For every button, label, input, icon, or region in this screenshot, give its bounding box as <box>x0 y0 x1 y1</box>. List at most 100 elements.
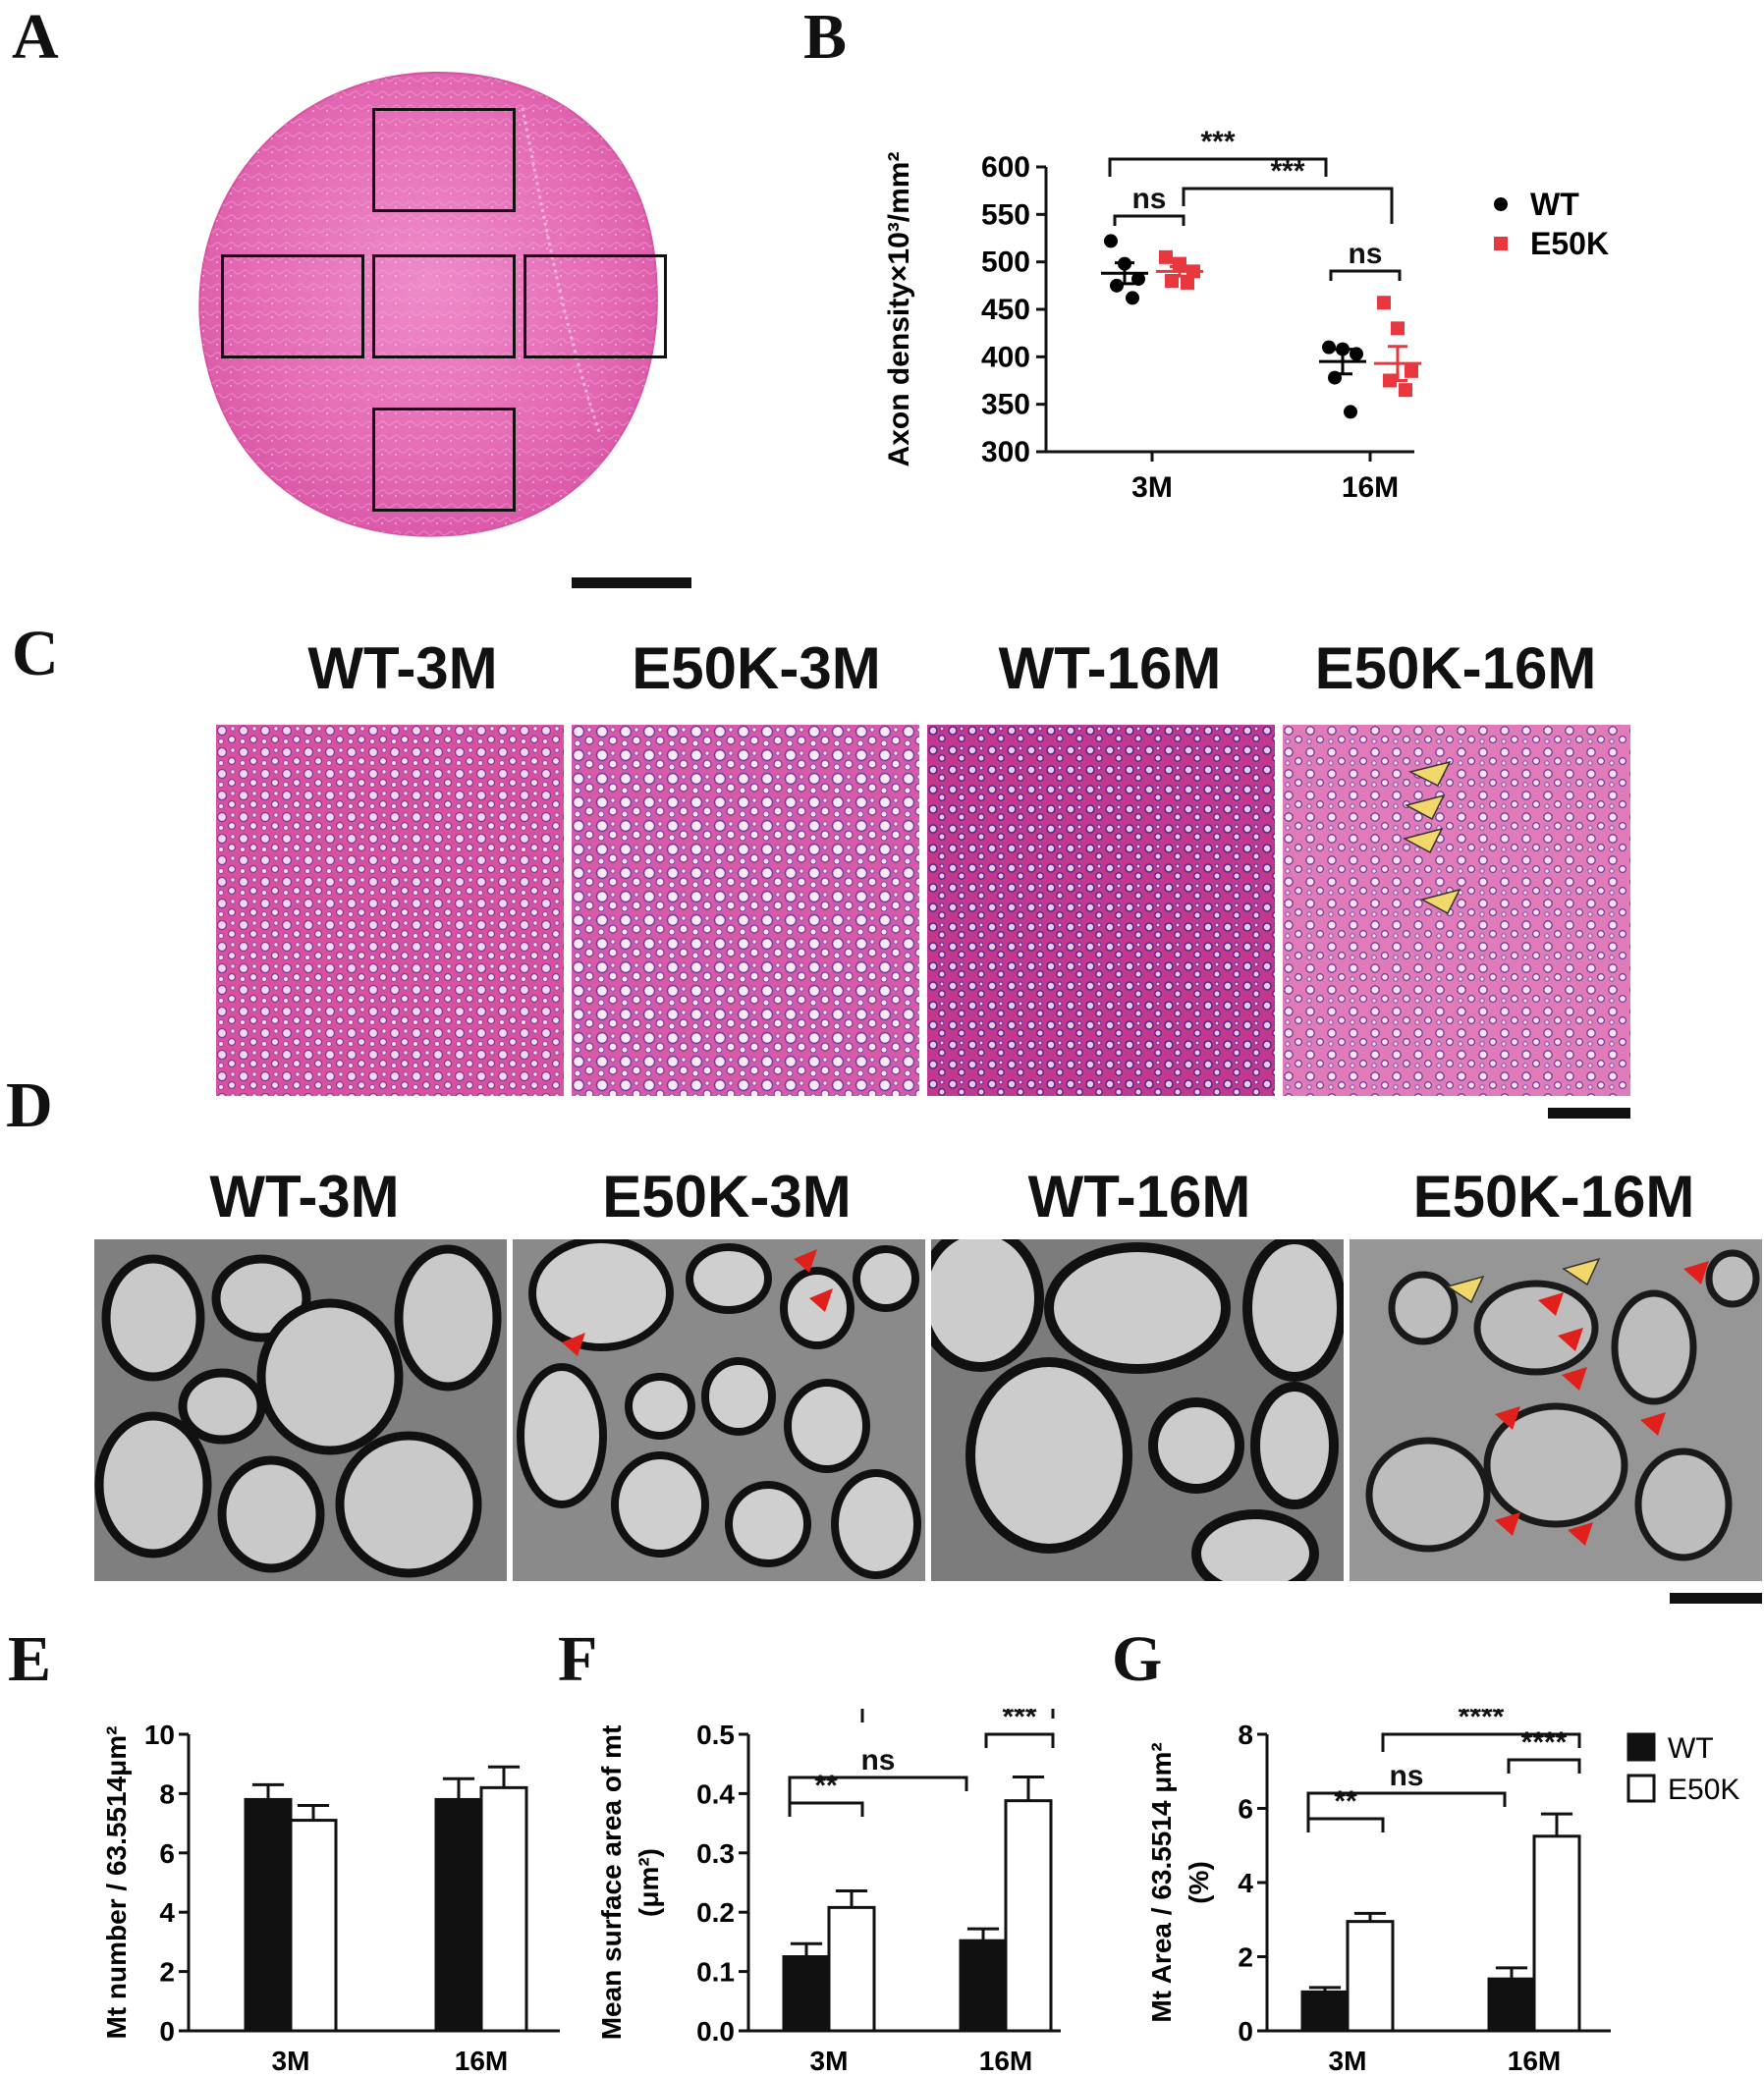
y-tick-label: 0.2 <box>696 1897 735 1928</box>
y-axis-label: Mean surface area of mt <box>599 1725 627 2041</box>
legend-swatch-e50k <box>1626 1774 1656 1803</box>
y-axis-label-unit: (%) <box>1184 1861 1214 1904</box>
red-arrowhead <box>809 1288 833 1312</box>
micrograph-c-wt-16m <box>927 725 1275 1096</box>
label-c-wt-16m: WT-16M <box>998 635 1222 701</box>
sig-bracket-3-line <box>1113 214 1185 226</box>
data-point-wt <box>1322 340 1336 355</box>
sampling-box-left <box>221 254 364 358</box>
label-c-wt-3m: WT-3M <box>307 635 498 701</box>
data-point-e50k <box>1391 321 1405 336</box>
data-point-e50k <box>1181 275 1194 290</box>
scale-bar-d <box>1670 1593 1762 1604</box>
label-d-e50k-3m: E50K-3M <box>602 1164 852 1230</box>
bar-e50k <box>1346 1920 1395 2033</box>
bar-e50k <box>289 1819 338 2033</box>
yellow-arrowhead <box>1404 793 1446 821</box>
yellow-arrowhead <box>1562 1257 1601 1286</box>
x-tick-label: 16M <box>455 2046 508 2076</box>
y-tick-label: 4 <box>159 1897 175 1928</box>
data-point-e50k <box>1399 383 1412 398</box>
y-tick-label: 0.3 <box>696 1838 735 1869</box>
red-arrowhead <box>1683 1261 1709 1284</box>
sig-bracket-g1-label: ** <box>1334 1785 1357 1818</box>
micrograph-c-e50k-3m <box>572 725 919 1096</box>
y-tick-label: 450 <box>981 294 1030 326</box>
y-tick-label: 400 <box>981 341 1030 373</box>
sig-bracket-4-label: ns <box>1348 238 1382 270</box>
label-c-e50k-3m: E50K-3M <box>632 635 881 701</box>
bar-e50k <box>1532 1834 1581 2033</box>
chart-f-mt-mean-area: 0.0 0.1 0.2 0.3 0.4 0.5 3M 16M Mean surface area… <box>599 1709 1061 2076</box>
sampling-box-center <box>372 254 516 358</box>
sig-bracket-g2-label: ns <box>1389 1760 1423 1792</box>
sampling-box-top <box>372 108 516 212</box>
x-tick-label: 3M <box>810 2046 849 2076</box>
y-tick-label: 300 <box>981 436 1030 468</box>
sig-bracket-g3-line <box>1507 1758 1581 1774</box>
y-tick-label: 2 <box>1238 1942 1253 1973</box>
sig-bracket-g4-line <box>1381 1732 1581 1752</box>
arrowhead-yellow-group-c <box>1402 760 1461 915</box>
data-point-wt <box>1110 278 1124 293</box>
y-tick-label: 0.0 <box>696 2016 735 2047</box>
sig-bracket-f3-label: *** <box>1002 1709 1036 1733</box>
yellow-arrowhead <box>1419 888 1461 915</box>
chart-g-mt-area-percent: 0 2 4 6 8 3M 16M Mt Area / 63.5514 μm² (%) ** ns **… <box>1151 1709 1739 2076</box>
x-tick-label: 16M <box>979 2046 1032 2076</box>
chart-b-axon-density: 300 350 400 450 500 550 600 3M 16M Axon density×1… <box>883 126 1609 504</box>
bar-wt <box>1487 1977 1536 2033</box>
legend-label-e50k: E50K <box>1530 226 1609 261</box>
bar-wt <box>1300 1990 1350 2033</box>
y-tick-label: 6 <box>159 1838 175 1869</box>
y-axis-label-unit: (μm²) <box>634 1848 664 1917</box>
legend-marker-e50k <box>1494 237 1508 250</box>
data-point-wt <box>1126 291 1139 305</box>
sig-bracket-f2-line <box>788 1776 968 1817</box>
micrograph-c-wt-3m <box>216 725 564 1096</box>
label-d-wt-16m: WT-16M <box>1027 1164 1251 1230</box>
bar-e50k <box>479 1785 528 2033</box>
yellow-arrowhead <box>1407 760 1452 788</box>
label-c-e50k-16m: E50K-16M <box>1314 635 1597 701</box>
data-point-wt <box>1104 234 1118 248</box>
y-tick-label: 550 <box>981 198 1030 231</box>
red-arrowhead <box>1562 1367 1587 1391</box>
x-tick-label: 3M <box>1329 2046 1367 2076</box>
data-point-e50k <box>1159 249 1173 264</box>
y-tick-label: 4 <box>1238 1868 1253 1898</box>
y-tick-label: 0 <box>159 2016 175 2047</box>
scale-bar-c <box>1548 1108 1630 1119</box>
legend-label-wt: WT <box>1668 1732 1714 1765</box>
scale-bar-a <box>572 577 691 588</box>
sig-bracket-f1-line <box>788 1801 864 1817</box>
sig-bracket-f2-label: ns <box>860 1744 895 1776</box>
panel-letter-c: C <box>12 618 59 689</box>
panel-letter-f: F <box>558 1623 598 1695</box>
x-tick-label: 16M <box>1508 2046 1561 2076</box>
micrograph-d-e50k-3m <box>513 1239 925 1581</box>
y-tick-label: 6 <box>1238 1794 1253 1825</box>
y-tick-label: 2 <box>159 1957 175 1988</box>
red-arrowhead <box>794 1249 817 1273</box>
red-arrowhead <box>1495 1512 1520 1536</box>
red-arrowhead <box>1495 1406 1520 1430</box>
data-point-wt <box>1344 405 1357 419</box>
micrograph-d-e50k-16m <box>1350 1239 1762 1581</box>
micrograph-d-wt-16m <box>931 1239 1344 1581</box>
y-tick-label: 0 <box>1238 2016 1253 2047</box>
data-point-wt <box>1350 347 1363 361</box>
sig-bracket-g1-line <box>1306 1817 1385 1832</box>
x-tick-label: 3M <box>272 2046 310 2076</box>
chart-e-mt-number: 0 2 4 6 8 10 3M 16M Mt number / 63.5514μm² <box>101 1720 560 2076</box>
legend-marker-wt <box>1494 197 1508 211</box>
y-tick-label: 0.5 <box>696 1720 735 1750</box>
y-tick-label: 350 <box>981 389 1030 421</box>
panel-letter-b: B <box>803 1 848 73</box>
sampling-box-bottom <box>372 408 516 512</box>
red-arrowhead <box>1558 1328 1583 1351</box>
yellow-arrowhead <box>1446 1275 1485 1304</box>
y-tick-label: 8 <box>1238 1720 1253 1750</box>
y-tick-label: 600 <box>981 151 1030 184</box>
label-d-wt-3m: WT-3M <box>209 1164 400 1230</box>
